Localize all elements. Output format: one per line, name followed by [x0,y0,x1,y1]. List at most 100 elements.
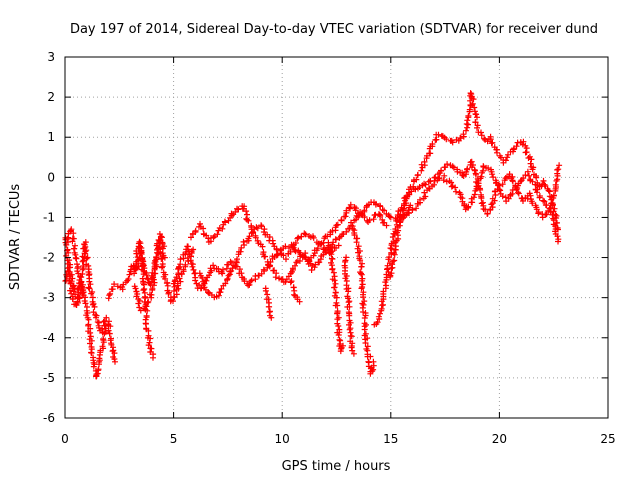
data-point [88,290,95,297]
data-point [101,318,108,324]
data-point [535,210,542,217]
data-point [356,212,363,219]
data-point [490,174,497,181]
data-point [67,280,74,287]
data-point [159,234,165,241]
data-point [387,214,394,221]
data-point [360,301,367,308]
data-point [357,257,364,264]
x-tick-label: 0 [61,432,69,446]
data-point [240,238,247,245]
data-point [96,324,103,331]
data-point [374,319,381,326]
data-point [370,358,377,365]
data-point [470,96,477,103]
data-point [391,250,397,257]
data-point [266,263,273,270]
data-point [449,163,456,170]
data-point [440,177,447,184]
data-point [454,168,461,175]
data-point [85,284,92,291]
data-point [346,321,352,328]
data-point [540,197,547,204]
data-point [135,300,142,307]
data-point [333,236,339,243]
data-point [244,216,251,223]
data-point [468,158,475,165]
data-point [210,262,217,269]
data-point [342,213,349,220]
data-point [243,208,250,215]
data-point [358,277,365,284]
data-point [151,279,158,286]
data-point [463,127,469,134]
data-point [414,171,421,178]
data-point [262,253,268,260]
data-point [125,276,132,282]
data-point [110,347,117,354]
data-point [348,219,354,226]
data-point [109,286,116,293]
data-point [112,358,118,365]
data-point [192,277,199,284]
data-point [87,281,94,288]
data-point [421,158,428,165]
data-point [84,254,91,261]
data-point [302,254,309,261]
y-tick-label: -1 [43,210,55,224]
data-point [106,330,113,337]
data-point [136,244,143,251]
data-point [244,211,250,218]
data-point [199,274,206,281]
data-point [190,266,197,273]
data-point [450,164,457,171]
data-point [554,233,561,240]
data-point [478,195,485,202]
series-7 [170,201,390,294]
data-point [496,186,503,193]
data-point [348,333,355,340]
data-point [282,243,289,250]
data-point [386,254,393,261]
y-tick-label: 2 [47,90,55,104]
data-point [443,136,450,143]
data-point [148,345,155,352]
data-point [444,161,451,168]
data-point [377,213,384,219]
series-3 [64,226,87,297]
data-point [248,277,255,284]
data-point [329,256,336,262]
data-point [392,246,399,253]
data-point [237,248,244,255]
data-point [465,203,472,210]
data-point [85,262,92,269]
data-point [316,259,323,266]
data-point [100,336,107,342]
data-point [65,249,72,256]
data-point [137,243,143,250]
data-point [236,266,243,273]
data-point [250,229,257,236]
data-point [238,270,245,277]
data-point [148,291,155,298]
data-point [65,268,72,274]
data-point [188,234,194,241]
data-point [247,278,254,285]
data-point [515,190,522,197]
data-point [471,104,478,111]
data-point [66,257,73,264]
data-point [499,181,506,188]
data-point [522,172,529,179]
data-point [534,189,540,196]
data-point [489,139,496,146]
data-point [334,310,341,317]
data-point [375,313,382,320]
data-point [513,143,520,150]
data-point [100,318,107,325]
data-point [302,231,309,238]
data-point [338,217,345,224]
data-point [171,283,178,290]
data-point [67,287,74,294]
data-point [145,298,152,305]
